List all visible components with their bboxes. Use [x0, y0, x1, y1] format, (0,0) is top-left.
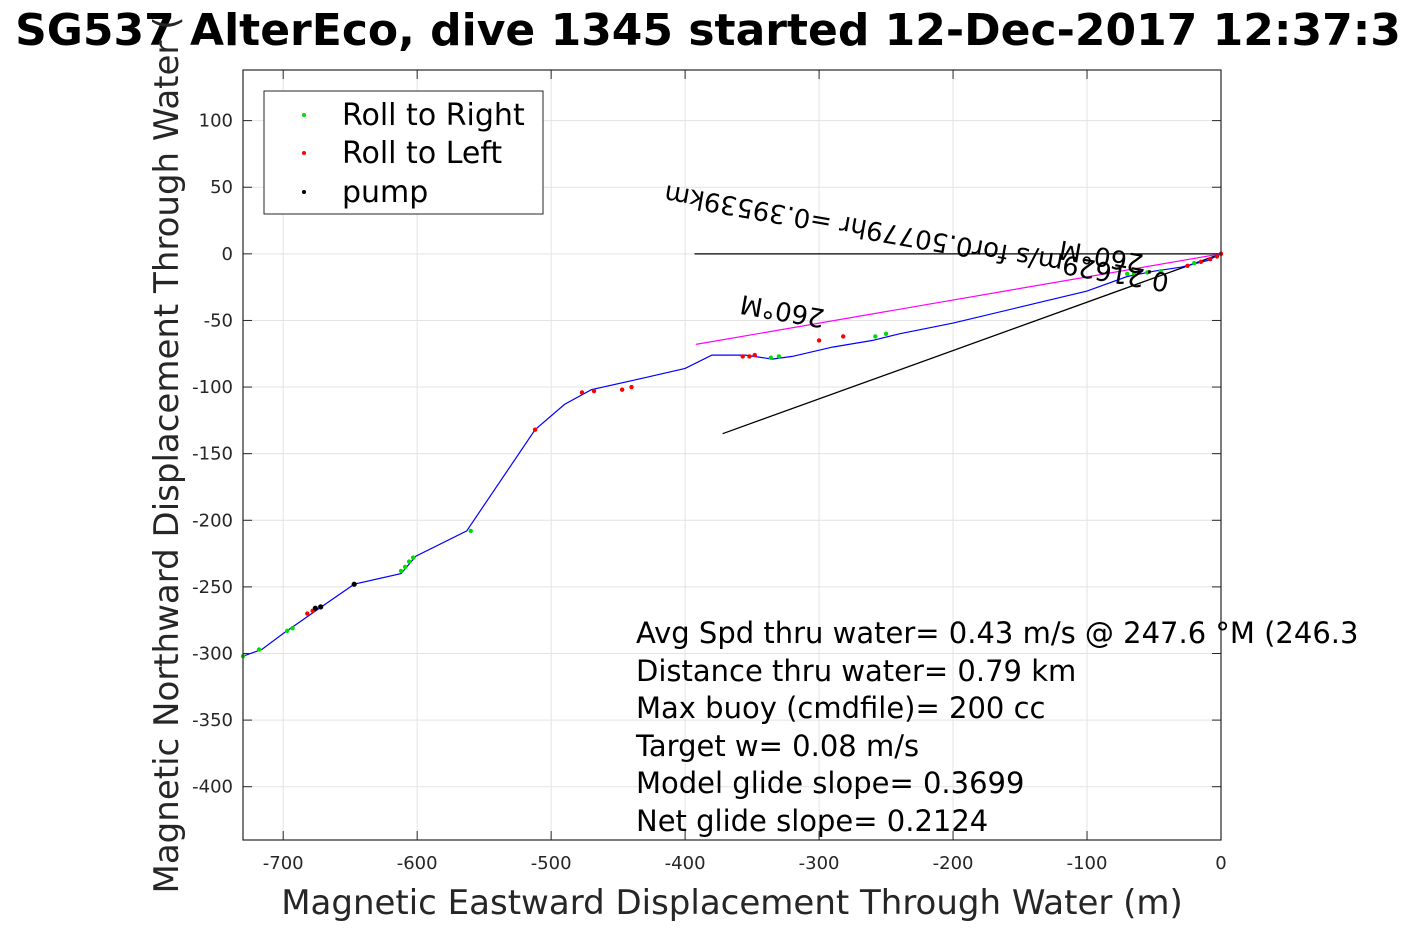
- roll-right-point: [398, 568, 404, 574]
- roll-left-point: [747, 354, 752, 359]
- stat-net-glide-slope: Net glide slope= 0.2124: [636, 804, 988, 838]
- axis-ticks: -700 -600 -500 -400 -300 -200 -100 0 100 50 0 -50 -1…: [192, 70, 1227, 874]
- pump-point: [351, 581, 357, 587]
- legend-marker-roll-right: [302, 113, 306, 117]
- data-series: [240, 251, 1224, 659]
- y-tick-label: 50: [210, 177, 233, 198]
- pump-point: [312, 605, 318, 611]
- roll-left-point: [1208, 256, 1213, 262]
- roll-left-point: [740, 354, 745, 359]
- roll-right-point: [873, 334, 878, 339]
- y-tick-label: -150: [192, 444, 233, 465]
- y-tick-label: -100: [192, 377, 233, 398]
- legend: Roll to Right Roll to Left pump: [263, 90, 544, 215]
- y-tick-label: -50: [204, 310, 233, 331]
- plot-frame: [242, 69, 1222, 841]
- roll-left-point: [629, 384, 634, 390]
- stats-block: Avg Spd thru water= 0.43 m/s @ 247.6 °M …: [635, 616, 1358, 838]
- roll-left-point: [579, 390, 585, 395]
- roll-left-point: [532, 427, 538, 432]
- roll-right-point: [1158, 268, 1163, 274]
- y-tick-label: 0: [222, 244, 233, 265]
- roll-left-point: [1214, 254, 1220, 259]
- roll-right-point: [285, 628, 290, 634]
- x-tick-label: -700: [263, 853, 304, 874]
- reference-line: [722, 253, 1222, 435]
- y-tick-label: -200: [192, 510, 233, 531]
- roll-left-point: [1198, 259, 1204, 265]
- y-tick-label: 100: [199, 111, 233, 132]
- stat-distance: Distance thru water= 0.79 km: [636, 654, 1076, 688]
- pump-point: [318, 604, 324, 610]
- roll-right-point: [1145, 270, 1150, 275]
- roll-right-point: [256, 647, 262, 652]
- y-tick-label: -250: [192, 577, 233, 598]
- legend-label-roll-right: Roll to Right: [342, 98, 525, 133]
- roll-right-point: [883, 331, 889, 336]
- roll-right-point: [776, 354, 782, 359]
- legend-marker-pump: [302, 190, 306, 194]
- x-tick-label: -300: [799, 853, 840, 874]
- legend-label-pump: pump: [342, 175, 428, 210]
- legend-marker-roll-left: [302, 151, 306, 155]
- x-axis-label: Magnetic Eastward Displacement Through W…: [281, 883, 1183, 923]
- roll-right-point: [1125, 271, 1130, 277]
- x-tick-label: -600: [397, 853, 438, 874]
- stat-avg-speed: Avg Spd thru water= 0.43 m/s @ 247.6 °M …: [636, 616, 1358, 650]
- roll-right-point: [410, 555, 416, 560]
- chart-title: SG537 AlterEco, dive 1345 started 12-Dec…: [15, 5, 1401, 56]
- stat-model-glide-slope: Model glide slope= 0.3699: [636, 766, 1024, 800]
- y-axis-label: Magnetic Northward Displacement Through …: [147, 17, 187, 894]
- glider-track-line: [242, 253, 1222, 657]
- roll-right-point: [768, 355, 774, 360]
- legend-box: [263, 90, 544, 215]
- roll-left-point: [1185, 263, 1190, 269]
- stat-max-buoy: Max buoy (cmdfile)= 200 cc: [636, 691, 1045, 725]
- x-tick-label: -200: [933, 853, 974, 874]
- roll-right-point: [468, 528, 473, 534]
- roll-right-point: [406, 559, 412, 564]
- roll-left-point: [619, 387, 625, 392]
- x-tick-label: -400: [665, 853, 706, 874]
- x-tick-label: -100: [1067, 853, 1108, 874]
- roll-right-point: [1192, 260, 1197, 266]
- roll-left-point: [305, 611, 310, 616]
- roll-left-point: [591, 388, 597, 394]
- roll-right-point: [402, 564, 408, 570]
- roll-right-point: [1131, 271, 1137, 277]
- legend-label-roll-left: Roll to Left: [342, 136, 502, 171]
- roll-right-point: [290, 625, 295, 631]
- roll-left-point: [816, 338, 822, 343]
- stat-target-w: Target w= 0.08 m/s: [635, 729, 919, 763]
- reference-lines: [694, 253, 1222, 435]
- y-tick-label: -400: [192, 777, 233, 798]
- y-tick-label: -300: [192, 643, 233, 664]
- heading-line: [695, 253, 1222, 345]
- x-tick-label: -500: [531, 853, 572, 874]
- x-tick-label: 0: [1215, 853, 1226, 874]
- roll-left-point: [840, 334, 846, 339]
- y-tick-label: -350: [192, 710, 233, 731]
- roll-left-point: [752, 352, 757, 358]
